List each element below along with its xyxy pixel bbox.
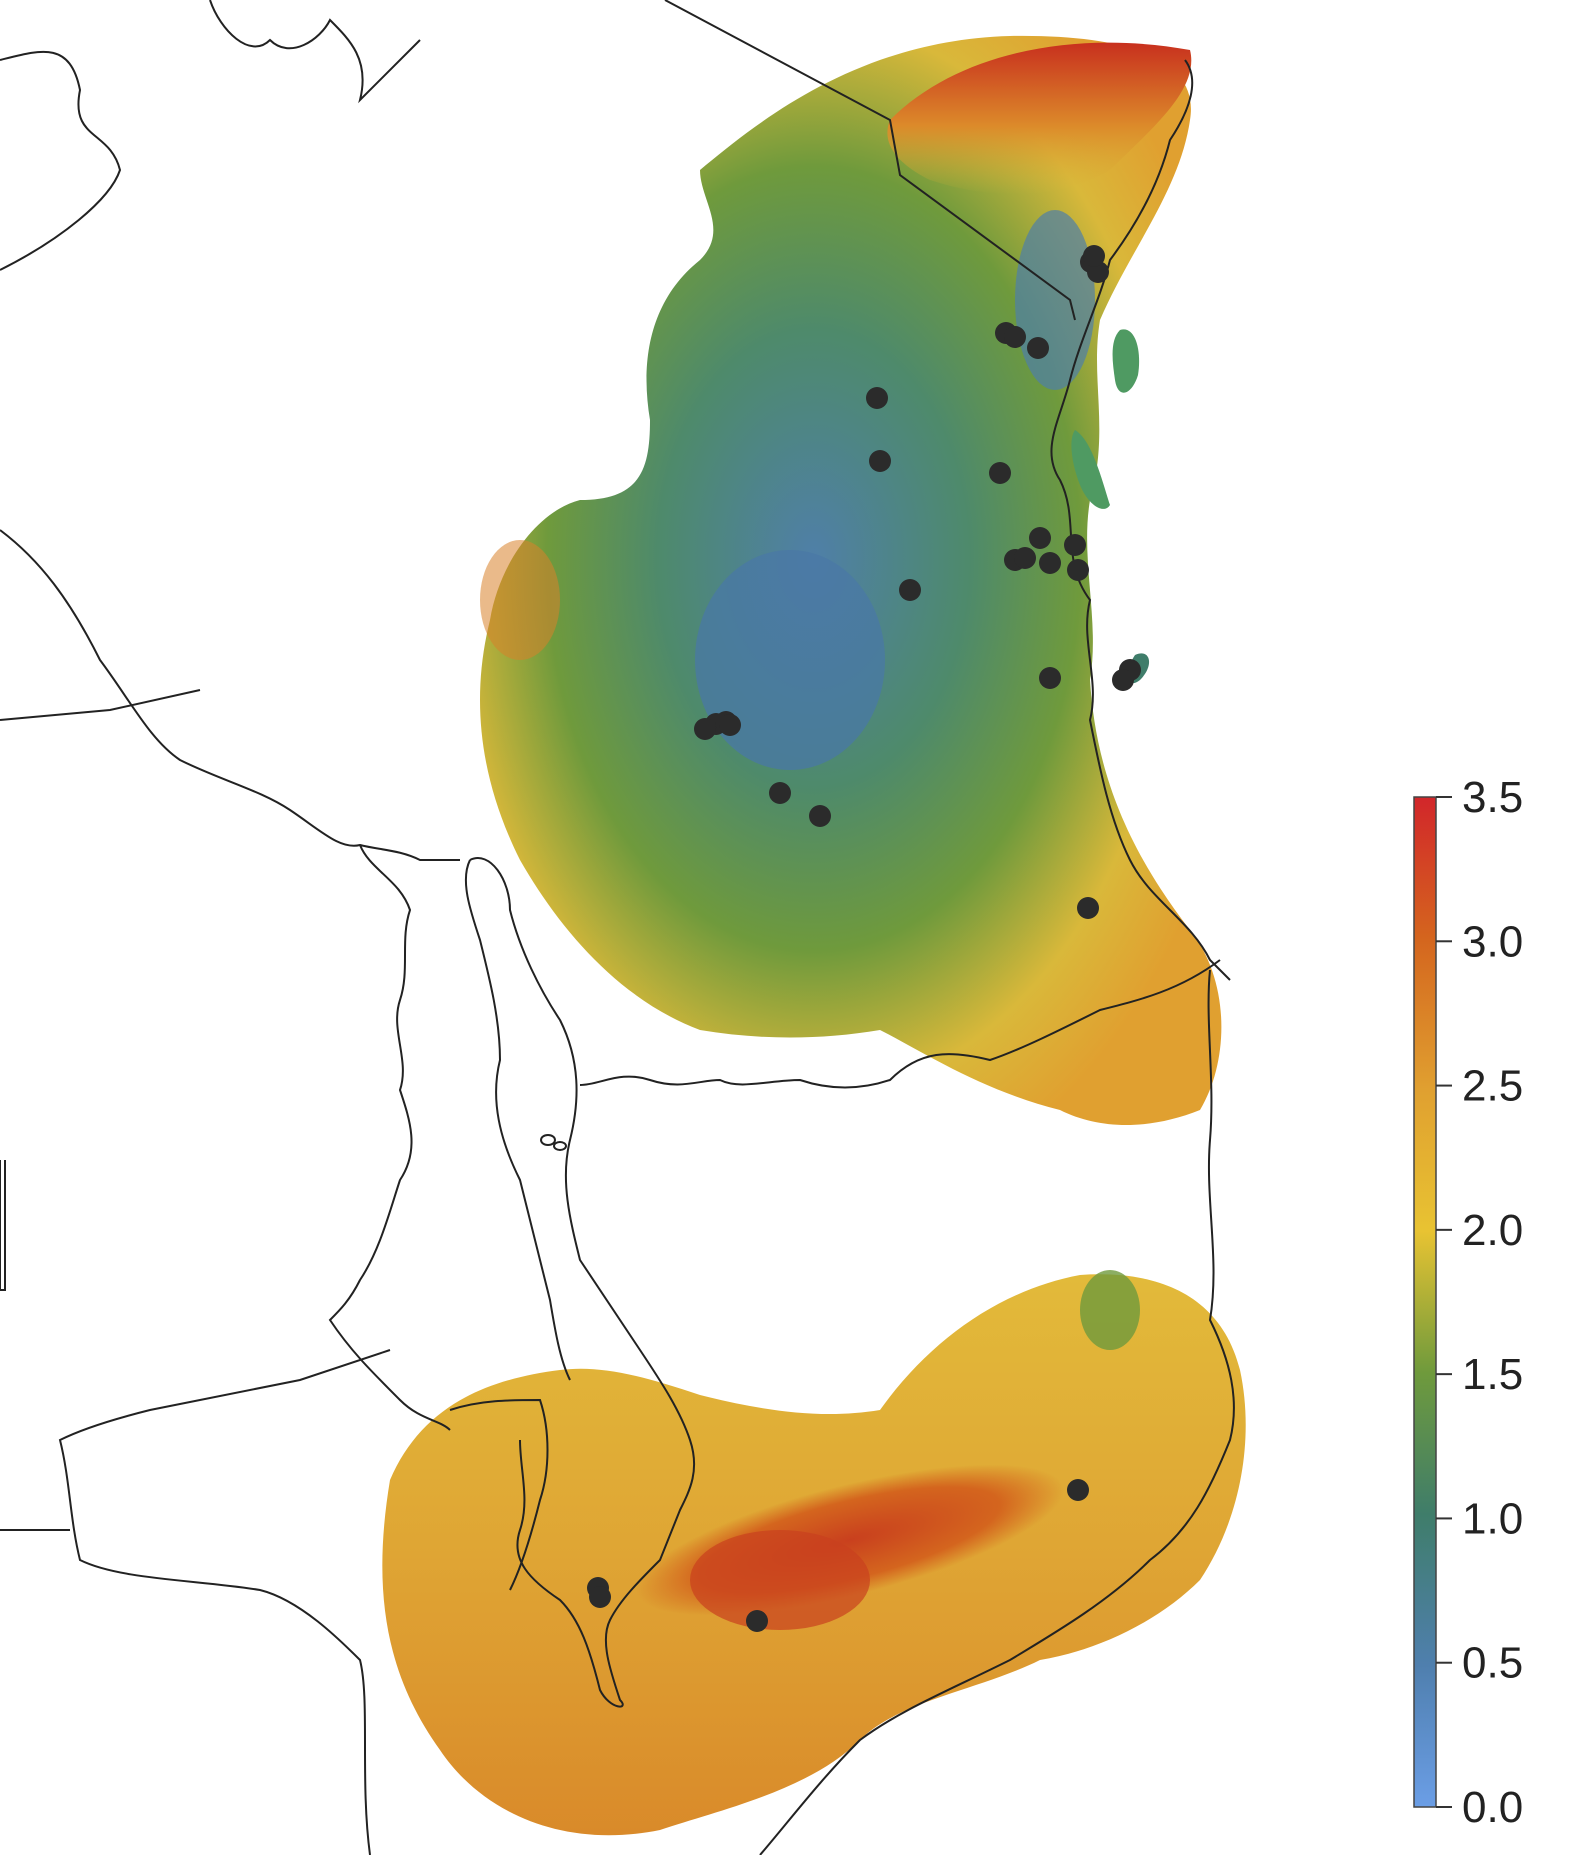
colorbar-tick-label: 0.5 (1462, 1639, 1523, 1688)
occurrence-point (1027, 337, 1049, 359)
colorbar-tick-label: 0.0 (1462, 1783, 1523, 1832)
colorbar-tick-label: 2.0 (1462, 1206, 1523, 1255)
occurrence-point (1112, 669, 1134, 691)
suitability-surface-north (480, 35, 1222, 1126)
colorbar-tick-label: 3.5 (1462, 773, 1523, 822)
colorbar: 0.0 0.5 1.0 1.5 2.0 2.5 3.0 3.5 (1413, 773, 1523, 1832)
coastal-low-zone (1015, 210, 1095, 390)
occurrence-point (1004, 326, 1026, 348)
occurrence-point (1039, 667, 1061, 689)
occurrence-point (589, 1586, 611, 1608)
island-north (1112, 329, 1140, 393)
occurrence-point (1039, 552, 1061, 574)
colorbar-tick-label: 2.5 (1462, 1062, 1523, 1111)
colorbar-tick-label: 1.5 (1462, 1350, 1523, 1399)
west-high-edge (480, 540, 560, 660)
occurrence-point (1064, 534, 1086, 556)
colorbar-ramp (1413, 796, 1437, 1808)
occurrence-point (1083, 245, 1105, 267)
island-middle (1071, 430, 1110, 509)
occurrence-point (1067, 1479, 1089, 1501)
occurrence-point (1029, 527, 1051, 549)
suitability-surface-south (382, 1270, 1246, 1836)
occurrence-point (1077, 897, 1099, 919)
occurrence-point (869, 450, 891, 472)
occurrence-point (866, 387, 888, 409)
occurrence-point (989, 462, 1011, 484)
occurrence-point (899, 579, 921, 601)
occurrence-point (694, 718, 716, 740)
occurrence-point (1067, 559, 1089, 581)
south-green-patch (1080, 1270, 1140, 1350)
occurrence-point (769, 782, 791, 804)
colorbar-tick-label: 1.0 (1462, 1494, 1523, 1543)
high-suitability-core (690, 1530, 870, 1630)
low-suitability-core (695, 550, 885, 770)
occurrence-point (809, 805, 831, 827)
occurrence-point (746, 1610, 768, 1632)
country-borders (0, 0, 1235, 1855)
occurrence-points (587, 245, 1141, 1632)
occurrence-point (719, 714, 741, 736)
colorbar-ticks: 0.0 0.5 1.0 1.5 2.0 2.5 3.0 3.5 (1436, 773, 1523, 1832)
colorbar-tick-label: 3.0 (1462, 917, 1523, 966)
occurrence-point (1014, 547, 1036, 569)
